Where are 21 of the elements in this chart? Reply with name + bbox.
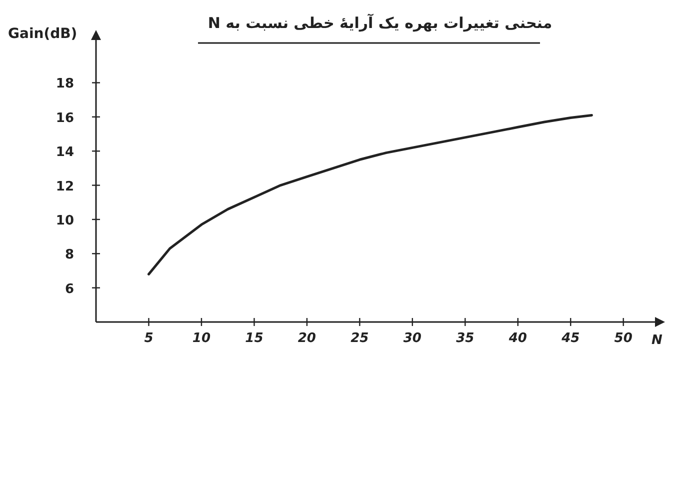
- y-tick-label: 8: [64, 248, 74, 263]
- y-tick-label: 16: [56, 110, 74, 126]
- x-tick-label: 25: [350, 331, 369, 346]
- x-tick-label: 15: [245, 331, 264, 346]
- x-tick-label: 50: [614, 331, 632, 346]
- y-tick-label: 6: [64, 282, 74, 297]
- y-tick-label: 12: [56, 179, 74, 194]
- line-series: [147, 114, 593, 276]
- x-tick-label: 40: [508, 331, 527, 346]
- x-tick-label: 5: [144, 331, 154, 346]
- x-tick-label: 30: [403, 331, 422, 346]
- x-tick-label: 20: [298, 331, 316, 346]
- x-axis-title: N: [652, 333, 663, 348]
- y-tick-label: 18: [56, 76, 74, 92]
- x-tick-label: 10: [192, 331, 211, 346]
- x-tick-label: 45: [560, 331, 580, 346]
- x-tick-label: 35: [456, 331, 474, 346]
- y-tick-label: 14: [56, 145, 74, 160]
- chart-title: منحنی تغییرات بهره یک آرایهٔ خطی نسبت به N: [208, 13, 552, 32]
- y-tick-label: 10: [56, 213, 74, 228]
- y-axis-title: Gain(dB): [8, 26, 78, 42]
